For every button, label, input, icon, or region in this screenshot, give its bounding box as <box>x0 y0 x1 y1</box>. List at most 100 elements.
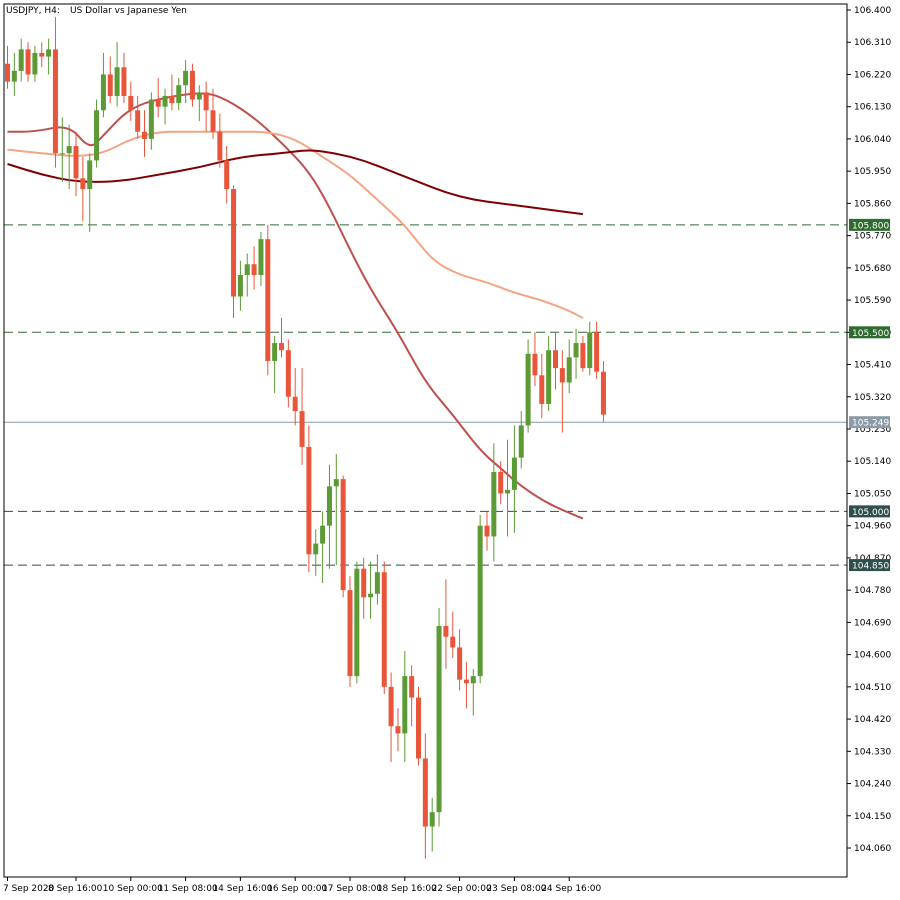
candle <box>484 511 490 551</box>
candle-body <box>566 357 572 383</box>
candle <box>347 575 353 687</box>
candle-body <box>18 49 24 71</box>
y-tick-label: 104.330 <box>854 747 891 757</box>
candle <box>203 81 209 132</box>
candle <box>511 425 517 533</box>
candle-body <box>470 676 476 684</box>
candle-body <box>285 350 291 397</box>
candle-body <box>436 625 442 813</box>
candle <box>553 332 558 390</box>
level-tag <box>849 218 890 231</box>
candle-body <box>162 95 168 107</box>
candle-body <box>52 49 58 154</box>
candle <box>265 224 271 376</box>
level-tag <box>849 505 890 518</box>
y-tick-label: 105.860 <box>854 199 891 209</box>
candle-body <box>306 446 312 555</box>
current-price-label: 105.249 <box>852 419 889 429</box>
candle <box>600 360 606 422</box>
candle-body <box>388 686 394 727</box>
x-tick-label: 8 Sep 16:00 <box>48 884 103 894</box>
candle-body <box>313 543 319 555</box>
candle <box>59 117 65 182</box>
plot-frame <box>3 3 848 878</box>
candle-body <box>292 396 298 412</box>
candle-body <box>422 758 428 827</box>
candle-body <box>587 332 593 369</box>
candle <box>231 185 237 318</box>
x-tick-label: 16 Sep 00:00 <box>267 884 327 894</box>
candle-body <box>100 74 106 111</box>
candle <box>395 708 401 752</box>
candle-body <box>416 697 421 759</box>
candle <box>374 554 380 605</box>
candle-body <box>354 568 360 677</box>
x-tick-label: 11 Sep 08:00 <box>158 884 218 894</box>
candle-body <box>361 568 367 598</box>
moving-average-line <box>7 92 584 520</box>
candle-body <box>128 95 134 111</box>
candle-body <box>333 479 339 487</box>
candle <box>333 454 339 566</box>
candle <box>402 651 408 763</box>
candle <box>340 475 346 598</box>
candle <box>498 461 504 505</box>
candle <box>594 321 600 379</box>
candle-body <box>429 812 435 827</box>
candle <box>258 232 264 286</box>
candle-body <box>525 353 531 426</box>
candle <box>148 92 154 150</box>
candle-body <box>511 457 517 490</box>
y-tick-label: 104.780 <box>854 586 891 596</box>
candle <box>94 99 100 168</box>
candle-body <box>94 110 100 161</box>
candle-body <box>484 525 490 537</box>
level-tag <box>849 326 890 339</box>
candle <box>539 353 545 419</box>
y-tick-label: 106.130 <box>854 103 891 113</box>
candle <box>559 350 565 433</box>
candle-body <box>169 95 175 104</box>
x-tick-label: 17 Sep 08:00 <box>322 884 382 894</box>
candle <box>210 88 216 139</box>
candle <box>279 317 284 358</box>
candle-body <box>299 411 305 447</box>
x-tick-label: 10 Sep 00:00 <box>103 884 163 894</box>
candle <box>443 579 449 669</box>
candle <box>224 146 230 204</box>
candle-body <box>11 70 17 82</box>
x-tick-label: 22 Sep 00:00 <box>432 884 492 894</box>
y-tick-label: 104.240 <box>854 780 891 790</box>
candle-body <box>258 239 264 276</box>
y-tick-label: 104.150 <box>854 812 891 822</box>
candle-body <box>114 67 120 96</box>
current-price-tag <box>849 416 890 429</box>
candle-body <box>176 85 182 104</box>
candle <box>176 78 182 111</box>
candle-body <box>402 676 408 734</box>
y-tick-label: 105.410 <box>854 361 891 371</box>
candle <box>566 339 572 394</box>
candle-body <box>217 131 223 161</box>
candle-body <box>265 239 271 361</box>
moving-average-line <box>7 130 584 319</box>
candle <box>39 42 45 68</box>
y-tick-label: 105.320 <box>854 393 891 403</box>
candle-body <box>553 350 558 369</box>
candle <box>66 124 72 190</box>
candle-body <box>142 131 147 139</box>
moving-averages <box>7 92 584 520</box>
y-tick-label: 105.230 <box>854 425 891 435</box>
candle-body <box>189 70 195 100</box>
candle <box>107 56 113 104</box>
candle-body <box>155 99 161 107</box>
candle <box>429 797 435 852</box>
candle <box>313 529 319 576</box>
candle <box>422 733 428 859</box>
candle-body <box>580 343 586 369</box>
x-tick-label: 14 Sep 16:00 <box>212 884 272 894</box>
candle-body <box>210 110 216 132</box>
candle-body <box>320 525 326 544</box>
candle <box>80 156 86 222</box>
